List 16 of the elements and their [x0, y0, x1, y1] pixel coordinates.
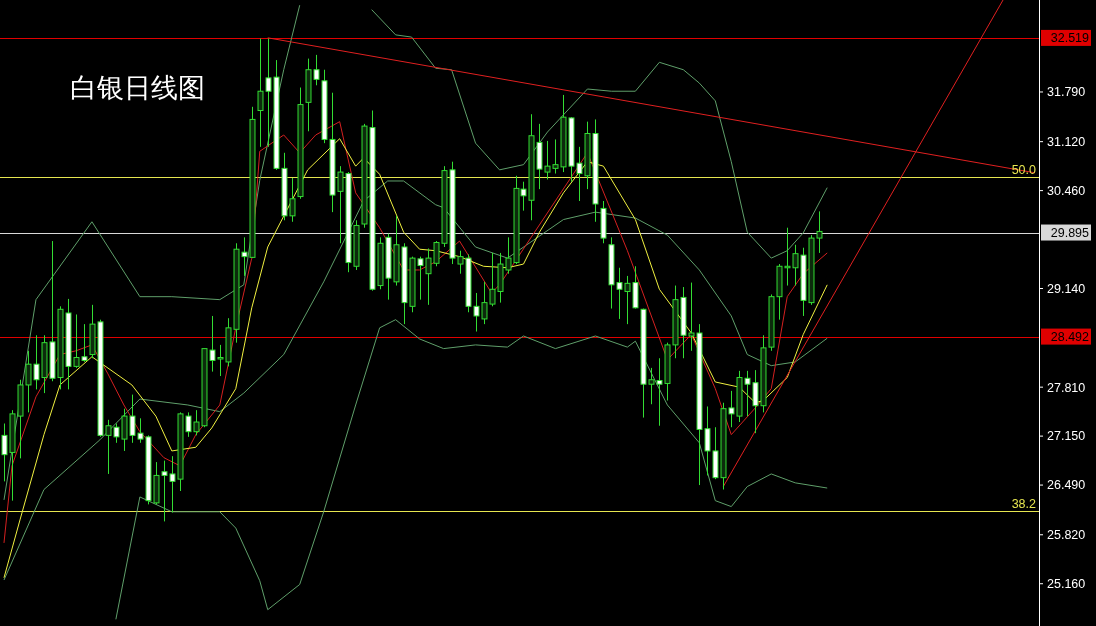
y-tick-label: 30.460: [1047, 183, 1086, 198]
y-tick-label: 25.820: [1047, 528, 1086, 543]
y-tick-label: 29.140: [1047, 281, 1086, 296]
line-series: [115, 319, 828, 620]
y-tick-label: 31.790: [1047, 85, 1086, 100]
y-tick-label: 25.160: [1047, 577, 1086, 592]
annotation: 38.2: [1011, 496, 1037, 511]
y-tick-label: 26.490: [1047, 478, 1086, 493]
ref-line-label: 32.519: [1050, 31, 1090, 46]
ref-line-label: 28.492: [1050, 329, 1090, 344]
y-tick-label: 27.810: [1047, 380, 1086, 395]
text: 白银日线图: [70, 72, 205, 103]
line-series: [371, 9, 828, 259]
y-tick-label: 31.120: [1047, 135, 1086, 150]
ref-line-label: 29.895: [1050, 225, 1090, 240]
y-tick-label: 27.150: [1047, 429, 1086, 444]
